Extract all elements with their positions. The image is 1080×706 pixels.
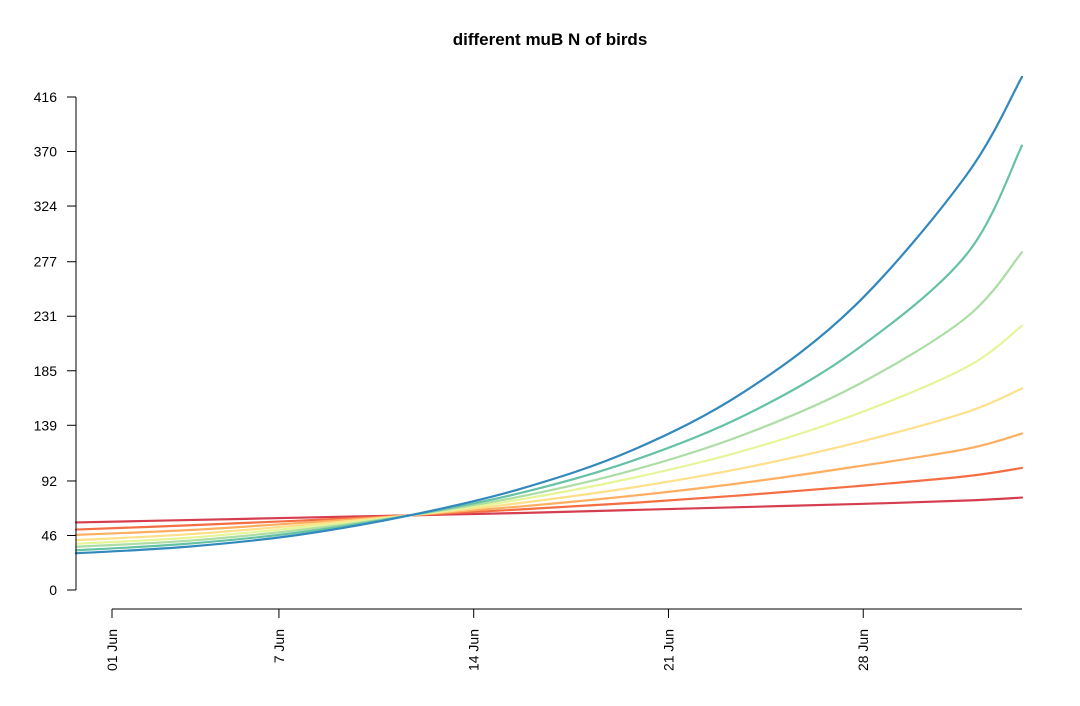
y-axis: 0 46 92 139 185 231 277 324 370 416 [34, 89, 77, 598]
series-line-1 [74, 496, 1024, 524]
series-line-5 [74, 324, 1024, 545]
y-tick-label: 231 [34, 308, 58, 324]
y-tick-label: 416 [34, 89, 58, 105]
y-tick-label: 370 [34, 144, 58, 160]
y-tick-label: 139 [34, 417, 58, 433]
x-tick-label: 28 Jun [855, 629, 871, 671]
series-line-6 [74, 251, 1024, 548]
y-tick-label: 277 [34, 254, 58, 270]
x-tick-label: 21 Jun [660, 629, 676, 671]
chart-title: different muB N of birds [453, 30, 648, 49]
x-tick-label: 01 Jun [104, 629, 120, 671]
series-layer [74, 76, 1024, 555]
y-tick-label: 0 [49, 582, 57, 598]
series-line-3 [74, 432, 1024, 536]
series-line-7 [74, 144, 1024, 552]
series-line-8 [74, 76, 1024, 555]
x-tick-label: 14 Jun [466, 629, 482, 671]
y-tick-label: 324 [34, 198, 58, 214]
y-tick-label: 46 [41, 527, 57, 543]
y-tick-label: 185 [34, 363, 58, 379]
series-line-4 [74, 387, 1024, 542]
x-tick-label: 7 Jun [271, 629, 287, 663]
series-line-2 [74, 466, 1024, 531]
y-tick-label: 92 [41, 473, 57, 489]
x-axis: 01 Jun 7 Jun 14 Jun 21 Jun 28 Jun [104, 608, 1022, 671]
